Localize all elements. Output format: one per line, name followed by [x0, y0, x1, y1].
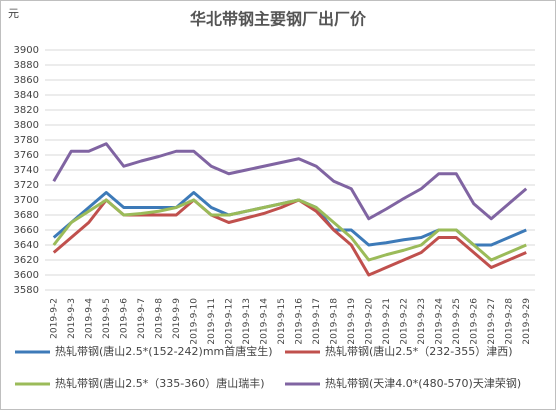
y-tick-label: 3700 [14, 195, 39, 206]
x-tick-label: 2019-9-22 [399, 298, 409, 345]
x-tick-label: 2019-9-3 [67, 298, 77, 339]
x-tick-label: 2019-9-4 [84, 298, 94, 339]
y-tick-label: 3660 [14, 225, 39, 236]
x-tick-label: 2019-9-24 [434, 298, 444, 345]
x-tick-label: 2019-9-5 [102, 298, 112, 339]
legend-label: 热轧带钢(天津4.0*(480-570)天津荣钢) [325, 376, 521, 390]
y-tick-label: 3900 [14, 45, 39, 56]
x-tick-label: 2019-9-8 [154, 298, 164, 339]
x-tick-label: 2019-9-18 [329, 298, 339, 345]
x-tick-label: 2019-9-10 [189, 298, 199, 345]
x-tick-label: 2019-9-11 [207, 298, 217, 345]
series-line [52, 198, 527, 262]
x-tick-label: 2019-9-9 [172, 298, 182, 339]
y-tick-label: 3620 [14, 255, 39, 266]
x-tick-label: 2019-9-7 [137, 298, 147, 339]
y-tick-label: 3680 [14, 210, 39, 221]
x-tick-label: 2019-9-29 [522, 298, 532, 345]
series-line [52, 142, 528, 221]
x-tick-label: 2019-9-14 [259, 298, 269, 345]
legend-label: 热轧带钢(唐山2.5*（232-355）津西) [325, 344, 513, 358]
y-tick-label: 3800 [14, 120, 39, 131]
x-tick-label: 2019-9-13 [242, 298, 252, 345]
x-tick-label: 2019-9-20 [364, 298, 374, 345]
x-tick-label: 2019-9-17 [312, 298, 322, 345]
y-unit-label: 元 [8, 7, 19, 20]
x-tick-label: 2019-9-15 [277, 298, 287, 345]
y-tick-label: 3580 [14, 285, 39, 296]
legend-label: 热轧带钢(唐山2.5*（335-360）唐山瑞丰) [55, 376, 265, 390]
y-tick-label: 3780 [14, 135, 39, 146]
y-tick-label: 3880 [14, 60, 39, 71]
x-tick-label: 2019-9-16 [294, 298, 304, 345]
y-tick-label: 3740 [14, 165, 39, 176]
x-tick-label: 2019-9-23 [417, 298, 427, 345]
x-tick-label: 2019-9-26 [469, 298, 479, 345]
y-tick-label: 3820 [14, 105, 39, 116]
y-tick-label: 3760 [14, 150, 39, 161]
chart-title: 华北带钢主要钢厂出厂价 [190, 10, 367, 29]
legend-label: 热轧带钢(唐山2.5*(152-242)mm首唐宝生) [55, 344, 273, 358]
x-tick-label: 2019-9-6 [119, 298, 129, 339]
y-tick-label: 3840 [14, 90, 39, 101]
x-tick-label: 2019-9-25 [452, 298, 462, 345]
x-tick-label: 2019-9-12 [224, 298, 234, 345]
x-tick-label: 2019-9-21 [382, 298, 392, 345]
y-tick-label: 3600 [14, 270, 39, 281]
y-tick-label: 3640 [14, 240, 39, 251]
y-tick-label: 3860 [14, 75, 39, 86]
x-tick-label: 2019-9-19 [347, 298, 357, 345]
x-tick-label: 2019-9-2 [49, 298, 59, 339]
y-tick-label: 3720 [14, 180, 39, 191]
x-tick-label: 2019-9-28 [504, 298, 514, 345]
x-tick-label: 2019-9-27 [487, 298, 497, 345]
